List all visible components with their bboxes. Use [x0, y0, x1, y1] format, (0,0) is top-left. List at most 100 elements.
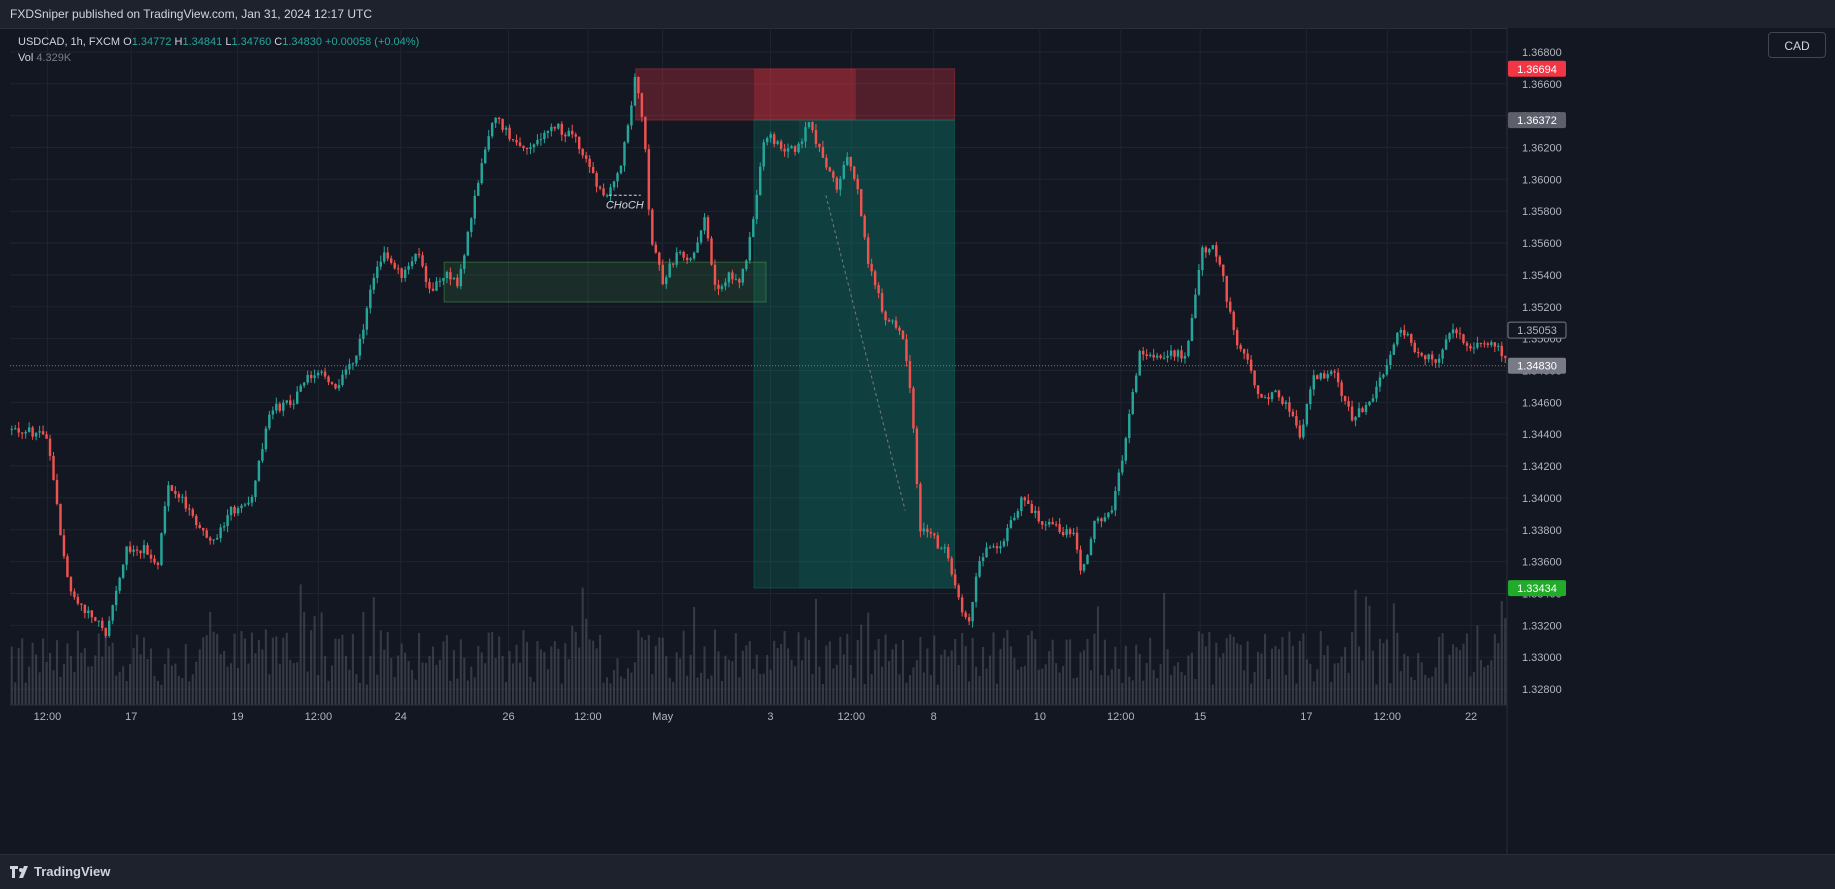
candle-body	[630, 105, 633, 126]
volume-bar	[1291, 645, 1294, 705]
candle-body	[1281, 397, 1284, 404]
candle-body	[306, 374, 309, 383]
candle-body	[1451, 329, 1455, 334]
volume-bar	[706, 678, 710, 705]
volume-bar	[76, 630, 79, 705]
candle-body	[947, 547, 950, 559]
volume-bar	[672, 682, 675, 705]
candle-body	[379, 261, 382, 267]
volume-bar	[435, 664, 438, 705]
volume-bar	[1469, 676, 1472, 705]
candle-body	[1107, 512, 1110, 518]
volume-bar	[654, 645, 657, 705]
volume-bar	[1062, 665, 1065, 705]
x-tick-label: 12:00	[34, 711, 62, 723]
candle-body	[254, 480, 257, 498]
candle-body	[1034, 510, 1037, 514]
volume-bar	[800, 660, 804, 705]
candle-body	[689, 258, 692, 261]
candle-body	[536, 139, 539, 145]
candle-body	[995, 546, 999, 549]
volume-bar	[734, 633, 737, 705]
x-tick-label: 12:00	[1373, 711, 1401, 723]
candle-body	[870, 263, 873, 272]
high-value: 1.34841	[182, 36, 223, 48]
candle-body	[170, 485, 174, 491]
candle-body	[1500, 345, 1503, 357]
candle-body	[111, 605, 114, 621]
volume-bar	[668, 677, 671, 705]
volume-bar	[1413, 680, 1416, 705]
candle-body	[264, 428, 268, 450]
currency-button[interactable]: CAD	[1768, 32, 1826, 58]
candle-body	[428, 282, 431, 289]
volume-bar	[1218, 657, 1221, 705]
volume-bar	[327, 680, 330, 705]
candle-body	[609, 187, 612, 196]
volume-bar	[828, 641, 831, 705]
volume-bar	[599, 634, 602, 705]
volume-bar	[964, 645, 967, 705]
candle-body	[45, 434, 48, 439]
candle-body	[682, 252, 685, 258]
tradingview-brand[interactable]: TradingView	[10, 864, 110, 879]
close-label: C	[274, 36, 283, 48]
candle-body	[435, 281, 438, 291]
volume-bar	[365, 684, 368, 705]
volume-bar	[1002, 637, 1005, 705]
volume-bar	[400, 643, 403, 705]
candle-body	[616, 173, 619, 182]
volume-bar	[1135, 644, 1138, 705]
candle-body	[811, 122, 814, 131]
candle-body	[1197, 270, 1201, 295]
volume-bar	[271, 637, 274, 705]
volume-bar	[1103, 639, 1106, 705]
volume-bar	[1351, 631, 1354, 705]
candle-body	[1082, 564, 1086, 571]
close-value: 1.34830	[282, 36, 322, 48]
volume-bar	[755, 654, 758, 705]
volume-bar	[101, 656, 104, 705]
volume-label[interactable]: Vol	[18, 52, 34, 64]
volume-bar	[1263, 634, 1267, 705]
volume-bar	[480, 652, 483, 705]
candle-body	[125, 546, 128, 565]
candle-body	[268, 414, 271, 429]
volume-bar	[693, 606, 696, 705]
candle-body	[1141, 350, 1145, 355]
volume-bar	[741, 650, 744, 705]
candle-body	[396, 268, 400, 270]
volume-bar	[397, 655, 400, 705]
symbol-label[interactable]: USDCAD, 1h, FXCM	[18, 36, 121, 48]
target-zone-inner	[798, 120, 955, 589]
volume-bar	[411, 669, 414, 705]
candle-body	[1061, 532, 1065, 536]
volume-bar	[216, 633, 219, 705]
candle-body	[480, 163, 483, 184]
candlestick-chart[interactable]: CHoCH 1.368001.366001.364001.362001.3600…	[10, 28, 1835, 854]
candle-body	[825, 157, 828, 168]
volume-bar	[463, 657, 466, 705]
volume-bar	[842, 654, 845, 705]
candle-body	[1504, 356, 1507, 358]
candle-body	[1427, 354, 1430, 360]
volume-bar	[1253, 671, 1256, 705]
candle-body	[1267, 397, 1270, 400]
volume-bar	[21, 638, 24, 705]
volume-bar	[961, 633, 964, 705]
volume-bar	[1079, 652, 1082, 705]
volume-bar	[929, 675, 932, 705]
candle-body	[1020, 497, 1023, 512]
publisher-bar: FXDSniper published on TradingView.com, …	[0, 0, 1835, 29]
volume-bar	[129, 664, 132, 705]
volume-bar	[877, 638, 880, 705]
candle-body	[320, 371, 323, 373]
volume-bar	[219, 654, 222, 705]
candle-body	[236, 508, 240, 514]
volume-bar	[38, 672, 41, 705]
candle-body	[1326, 374, 1329, 379]
volume-bar	[1086, 638, 1089, 705]
volume-bar	[122, 666, 125, 705]
candle-body	[1232, 311, 1235, 331]
volume-bar	[835, 664, 838, 705]
